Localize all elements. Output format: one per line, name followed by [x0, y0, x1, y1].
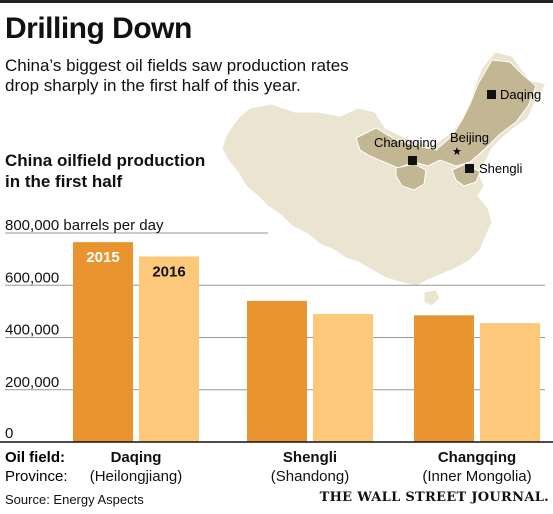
highlight-region-north: [355, 59, 537, 169]
daqing-marker: [487, 90, 496, 99]
shengli-marker: [465, 164, 474, 173]
page-title: Drilling Down: [5, 12, 192, 45]
chart-title-line2: in the first half: [5, 172, 123, 191]
y-tick-label: 400,000: [5, 322, 59, 339]
province-label: (Shandong): [271, 468, 349, 485]
publisher-logo: THE WALL STREET JOURNAL.: [319, 490, 549, 505]
category-label: Changqing: [438, 449, 516, 466]
top-rule: [0, 0, 553, 3]
y-tick-label: 800,000 barrels per day: [5, 217, 164, 234]
province-label: (Inner Mongolia): [422, 468, 531, 485]
series-label-2015: 2015: [86, 249, 119, 266]
y-tick-label: 200,000: [5, 374, 59, 391]
category-label: Shengli: [283, 449, 337, 466]
hainan-island: [423, 289, 441, 307]
oil-field-row-label: Oil field:: [5, 449, 65, 466]
bar-changqing-2016: [480, 323, 540, 442]
bar-shengli-2015: [247, 300, 307, 442]
y-tick-label: 600,000: [5, 269, 59, 286]
province-label: (Heilongjiang): [90, 468, 183, 485]
map-label-daqing: Daqing: [500, 87, 541, 102]
y-tick-labels: 0 200,000 400,000 600,000 800,000 barrels pe…: [5, 217, 164, 442]
bar-series-labels: 2015 2016: [86, 249, 185, 280]
changqing-marker: [408, 156, 417, 165]
bar-shengli-2016: [313, 313, 373, 442]
bar-daqing-2016: [139, 256, 199, 442]
bar-changqing-2015: [414, 315, 474, 442]
beijing-star: ★: [452, 145, 462, 158]
subtitle: China’s biggest oil fields saw productio…: [5, 56, 349, 95]
map-label-changqing: Changqing: [374, 135, 437, 150]
source-note: Source: Energy Aspects: [5, 492, 144, 507]
chart-title: China oilfield production in the first h…: [5, 150, 205, 192]
map-label-beijing: Beijing: [450, 130, 489, 145]
province-row-label: Province:: [5, 468, 68, 485]
china-mainland: [221, 51, 547, 287]
bar-daqing-2015: [73, 242, 133, 442]
series-label-2016: 2016: [152, 264, 185, 281]
map-label-shengli: Shengli: [479, 161, 522, 176]
bars: [73, 242, 540, 442]
chart-title-line1: China oilfield production: [5, 151, 206, 170]
category-label: Daqing: [111, 449, 162, 466]
y-tick-label: 0: [5, 425, 13, 442]
category-labels: Daqing (Heilongjiang) Shengli (Shandong) Cha…: [90, 449, 532, 485]
china-map: Daqing ★ Beijing Changqing Shengli: [221, 51, 547, 307]
